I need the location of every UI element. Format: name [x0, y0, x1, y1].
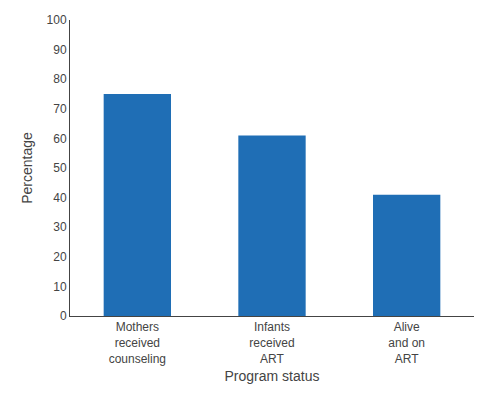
- svg-text:100: 100: [47, 13, 67, 27]
- svg-text:Aliveand onART: Aliveand onART: [388, 320, 425, 365]
- svg-text:30: 30: [53, 220, 67, 234]
- svg-text:Percentage: Percentage: [19, 132, 35, 204]
- svg-text:Program status: Program status: [225, 368, 320, 384]
- svg-text:0: 0: [60, 309, 67, 323]
- svg-text:InfantsreceivedART: InfantsreceivedART: [249, 320, 294, 365]
- svg-text:60: 60: [53, 132, 67, 146]
- svg-text:80: 80: [53, 72, 67, 86]
- svg-text:20: 20: [53, 250, 67, 264]
- svg-text:70: 70: [53, 102, 67, 116]
- svg-text:10: 10: [53, 280, 67, 294]
- svg-text:Mothersreceivedcounseling: Mothersreceivedcounseling: [109, 320, 166, 365]
- svg-text:90: 90: [53, 43, 67, 57]
- svg-text:50: 50: [53, 161, 67, 175]
- svg-text:40: 40: [53, 191, 67, 205]
